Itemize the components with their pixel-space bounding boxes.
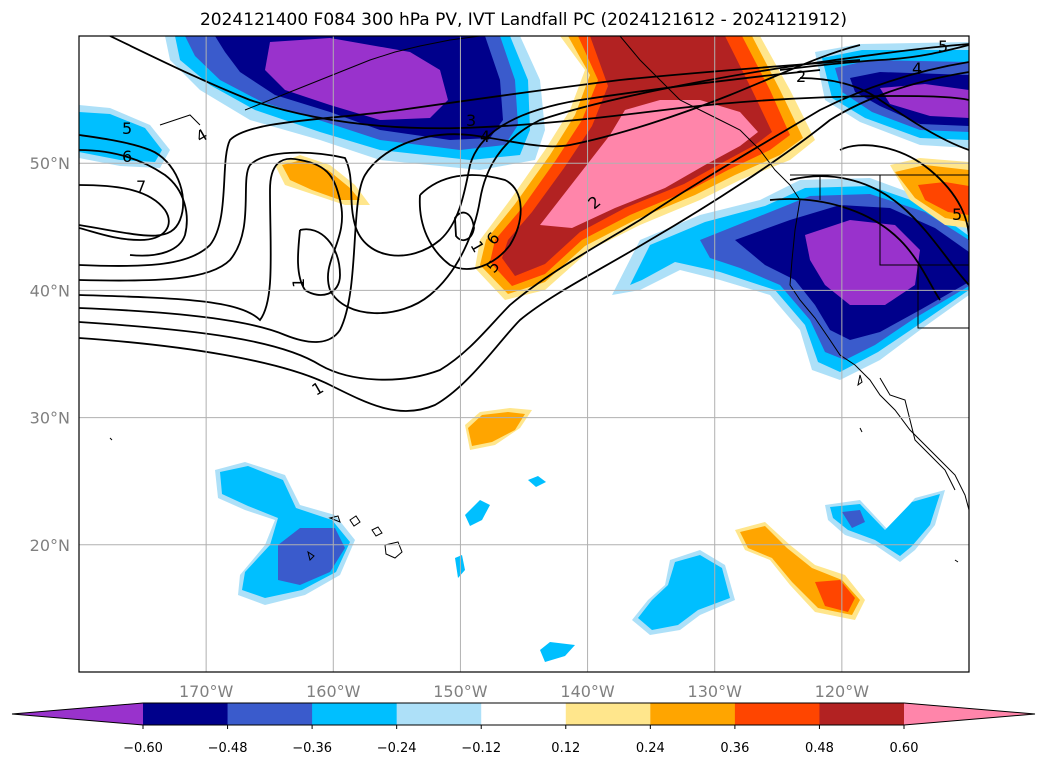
contour-label: 5 — [938, 37, 948, 56]
contour-label: 3 — [466, 111, 476, 130]
coastline-misc — [954, 559, 959, 563]
border-state — [917, 265, 969, 329]
pv-negative-california — [805, 220, 920, 305]
coastline-hawaii — [349, 515, 361, 527]
contour-label: 4 — [193, 125, 211, 147]
lon-tick-label: 150°W — [433, 682, 488, 701]
map-title: 2024121400 F084 300 hPa PV, IVT Landfall… — [199, 10, 847, 30]
coastline-hawaii — [384, 541, 403, 559]
contour-label: 5 — [952, 205, 962, 224]
ivt-contours — [79, 36, 969, 412]
contour-label: 2 — [796, 67, 806, 86]
pv-positive-se — [815, 580, 855, 612]
coastline-hawaii — [328, 515, 341, 523]
pv-negative-west — [79, 112, 162, 162]
pv-negative-hawaii — [278, 528, 345, 585]
pv-negative-small — [540, 642, 575, 662]
pv-positive-ne — [918, 182, 969, 215]
ivt-contour-line — [779, 44, 969, 71]
ivt-contour-line — [454, 211, 475, 242]
pv-negative-sc — [638, 555, 730, 630]
lon-tick-label: 170°W — [179, 682, 234, 701]
contour-label: 7 — [136, 177, 146, 196]
pv-negative-small — [465, 500, 490, 526]
ivt-contour-line — [418, 174, 522, 270]
pv-negative-fe — [842, 510, 865, 528]
pv-fill-layer — [79, 36, 969, 662]
ivt-contour-line — [79, 43, 969, 322]
ivt-contour-line — [109, 36, 969, 130]
coastline-baja — [879, 377, 956, 491]
lon-tick-label: 160°W — [306, 682, 361, 701]
lon-tick-label: 130°W — [688, 682, 743, 701]
lat-tick-label: 40°N — [30, 281, 70, 300]
coastline-misc — [159, 114, 201, 126]
ivt-contour-line — [799, 77, 969, 151]
border-state — [879, 175, 969, 266]
coastline-hawaii — [307, 550, 315, 561]
coastline-alaska — [244, 36, 481, 111]
lat-tick-label: 30°N — [30, 409, 70, 428]
contour-label: 5 — [122, 119, 132, 138]
ivt-contour-line — [79, 69, 821, 282]
pv-positive-mid — [468, 412, 525, 446]
ivt-contour-line — [789, 175, 969, 286]
coastline-misc — [857, 374, 863, 387]
ivt-contour-line — [79, 134, 185, 237]
lon-tick-label: 120°W — [815, 682, 870, 701]
pv-negative-small — [528, 476, 546, 487]
contour-label: 4 — [912, 59, 922, 78]
contour-label: 6 — [122, 147, 132, 166]
coastline-misc — [859, 427, 863, 433]
ivt-contour-line — [839, 144, 969, 241]
contour-label: 1 — [309, 378, 327, 400]
ivt-contour-line — [79, 149, 188, 257]
coastline-west — [789, 184, 969, 511]
ivt-contour-line — [297, 228, 341, 296]
ivt-contour-line — [79, 59, 861, 267]
pv-negative-ne — [880, 84, 969, 118]
lat-tick-label: 20°N — [30, 536, 70, 555]
longitude-tick-labels: 170°W 160°W 150°W 140°W 130°W 120°W — [179, 682, 869, 701]
coastline-alaska — [619, 36, 791, 186]
lon-tick-label: 140°W — [560, 682, 615, 701]
coastline-misc — [109, 437, 113, 441]
pv-negative-aleutian — [265, 38, 448, 120]
ivt-contour-line — [79, 44, 861, 343]
ivt-contour-line — [769, 198, 941, 301]
plot-frame — [78, 35, 970, 673]
ivt-contour-line — [79, 184, 170, 241]
coastline-hawaii — [371, 526, 383, 537]
coastlines — [109, 36, 969, 563]
ivt-contour-line — [79, 71, 969, 412]
gridlines — [79, 36, 969, 672]
contour-label: 1 — [289, 278, 308, 288]
pv-positive-streamer — [540, 100, 758, 228]
pv-negative-fe — [830, 494, 940, 556]
pv-positive-small — [282, 160, 360, 200]
ivt-contour-line — [79, 61, 969, 381]
lat-tick-label: 50°N — [30, 154, 70, 173]
latitude-tick-labels: 20°N 30°N 40°N 50°N — [30, 154, 70, 555]
contour-label: 4 — [480, 127, 490, 146]
